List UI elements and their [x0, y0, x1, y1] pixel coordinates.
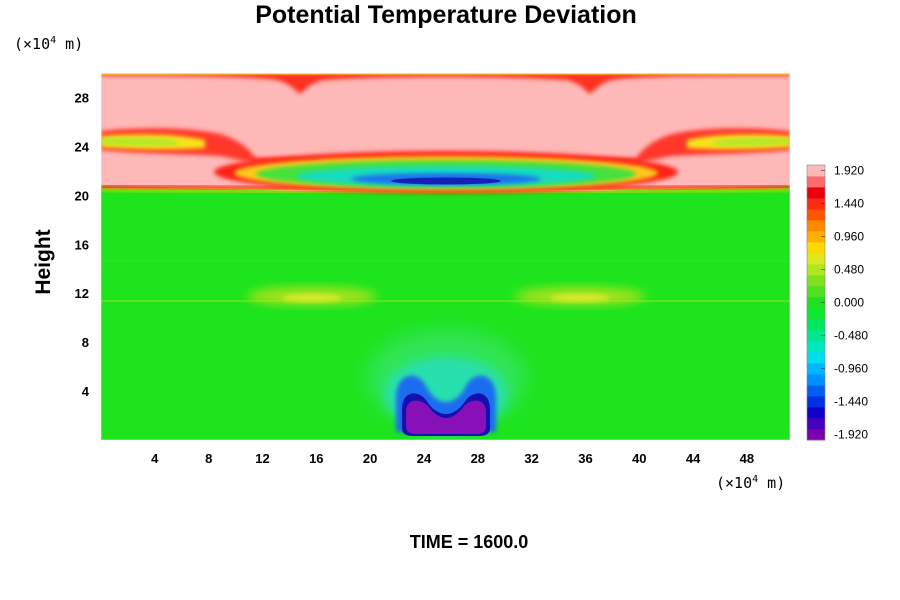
colorbar-tick-label: 0.960 [834, 230, 864, 244]
colorbar-segment [807, 242, 825, 254]
colorbar-segment [807, 385, 825, 397]
y-tick-label: 8 [82, 335, 89, 350]
x-tick-label: 40 [632, 451, 646, 466]
cold-bubble-core [406, 400, 486, 434]
x-tick-label: 48 [740, 451, 754, 466]
colorbar-segment [807, 352, 825, 364]
x-axis-ticks: 4 8 12 16 20 24 28 32 36 40 44 48 [151, 451, 754, 466]
colorbar: 1.920 1.440 0.960 0.480 0.000 -0.480 -0.960 -1.… [806, 164, 868, 442]
warm-lobe-right-core [550, 294, 610, 302]
colorbar-segment [807, 429, 825, 441]
x-tick-label: 8 [205, 451, 212, 466]
y-tick-label: 28 [75, 91, 89, 106]
warm-band-left-green [101, 137, 178, 146]
warm-band-red [101, 128, 790, 164]
heatmap-field [101, 73, 790, 440]
colorbar-segment [807, 220, 825, 232]
x-tick-label: 20 [363, 451, 377, 466]
colorbar-tick-label: 1.920 [834, 164, 864, 178]
colorbar-segment [807, 363, 825, 375]
y-axis-ticks: 4 8 12 16 20 24 28 [75, 91, 90, 400]
colorbar-segment [807, 176, 825, 188]
colorbar-tick-label: 0.480 [834, 263, 864, 277]
colorbar-tick-label: -1.920 [834, 428, 868, 442]
x-tick-label: 16 [309, 451, 323, 466]
x-axis-unit: (×104 m) [716, 474, 785, 492]
colorbar-segment [807, 209, 825, 221]
y-tick-label: 4 [82, 384, 90, 399]
cold-bubble [366, 330, 526, 436]
time-label: TIME = 1600.0 [410, 532, 529, 552]
colorbar-segment [807, 264, 825, 276]
chart-title: Potential Temperature Deviation [255, 1, 637, 29]
top-edge-yellow [101, 73, 790, 75]
x-tick-label: 28 [471, 451, 485, 466]
x-tick-label: 4 [151, 451, 159, 466]
top-edge-warm-band [101, 73, 790, 94]
colorbar-segment [807, 198, 825, 210]
colorbar-segment [807, 297, 825, 309]
colorbar-segment [807, 308, 825, 320]
x-tick-label: 24 [417, 451, 432, 466]
y-axis-label: Height [32, 229, 55, 294]
cold-core-deep [391, 177, 501, 185]
colorbar-segment [807, 341, 825, 353]
colorbar-segment [807, 396, 825, 408]
colorbar-segment [807, 407, 825, 419]
colorbar-tick-label: -0.960 [834, 362, 868, 376]
colorbar-segment [807, 165, 825, 177]
colorbar-segment [807, 286, 825, 298]
y-tick-label: 16 [75, 237, 89, 252]
warm-band-right-green [714, 137, 790, 146]
x-tick-label: 44 [686, 451, 701, 466]
y-tick-label: 12 [75, 286, 89, 301]
colorbar-tick-label: -1.440 [834, 395, 868, 409]
colorbar-segment [807, 330, 825, 342]
colorbar-segment [807, 231, 825, 243]
x-tick-label: 32 [524, 451, 538, 466]
plot-frame [100, 72, 791, 441]
colorbar-segment [807, 374, 825, 386]
colorbar-segment [807, 319, 825, 331]
colorbar-tick-label: 0.000 [834, 296, 864, 310]
colorbar-ticks: 1.920 1.440 0.960 0.480 0.000 -0.480 -0.960 -1.… [821, 164, 868, 442]
x-tick-label: 36 [578, 451, 592, 466]
warm-lobe-left-core [282, 294, 342, 302]
colorbar-segment [807, 253, 825, 265]
colorbar-segment [807, 187, 825, 199]
colorbar-segment [807, 275, 825, 287]
upper-warm-layer [101, 73, 790, 194]
colorbar-segment [807, 418, 825, 430]
colorbar-tick-label: 1.440 [834, 197, 864, 211]
y-tick-label: 24 [75, 139, 90, 154]
colorbar-segments [807, 165, 825, 441]
y-axis-unit: (×104 m) [14, 35, 83, 53]
y-tick-label: 20 [75, 188, 89, 203]
colorbar-tick-label: -0.480 [834, 329, 868, 343]
warm-lobes-mid-level [101, 260, 790, 305]
x-tick-label: 12 [255, 451, 269, 466]
